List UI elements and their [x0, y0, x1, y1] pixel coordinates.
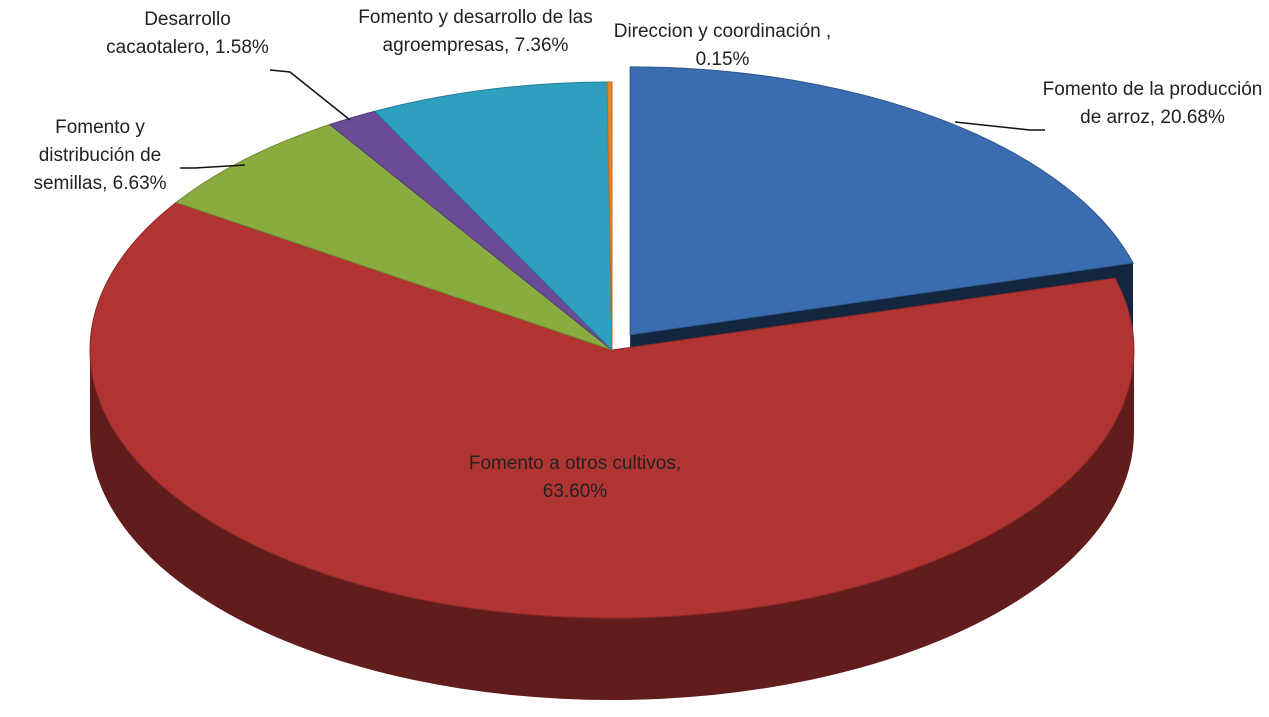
data-label: Fomento y desarrollo de las agroempresas…: [358, 4, 593, 60]
category-label: Direccion y coordinación ,: [613, 21, 832, 42]
category-label: Desarrollo cacaotalero,: [106, 9, 231, 58]
value-label: 63.60%: [542, 481, 608, 502]
category-label: Fomento de la producción de arroz,: [1042, 79, 1263, 128]
value-label: 1.58%: [214, 37, 269, 58]
data-label: Fomento y distribución de semillas, 6.63…: [5, 114, 195, 198]
leader-line: [954, 121, 1045, 131]
data-label: Desarrollo cacaotalero, 1.58%: [95, 6, 280, 62]
slice-side: [90, 350, 1134, 700]
slice: [373, 81, 613, 352]
leader-lines: [180, 69, 1045, 169]
value-label: 6.63%: [112, 173, 167, 194]
category-label: Fomento y desarrollo de las agroempresas…: [358, 7, 593, 56]
slice: [175, 123, 613, 351]
value-label: 7.36%: [514, 35, 569, 56]
value-label: 20.68%: [1160, 107, 1225, 128]
slice: [89, 201, 1135, 619]
leader-line: [269, 69, 351, 121]
category-label: Fomento a otros cultivos,: [468, 453, 682, 474]
leader-line: [180, 164, 246, 169]
data-label: Fomento de la producción de arroz, 20.68…: [1040, 76, 1265, 132]
data-label: Direccion y coordinación , 0.15%: [600, 18, 845, 74]
data-label: Fomento a otros cultivos, 63.60%: [440, 450, 710, 506]
slice: [629, 66, 1134, 336]
slice: [606, 81, 613, 351]
value-label: 0.15%: [695, 49, 750, 70]
category-label: Fomento y distribución de semillas,: [33, 117, 162, 194]
